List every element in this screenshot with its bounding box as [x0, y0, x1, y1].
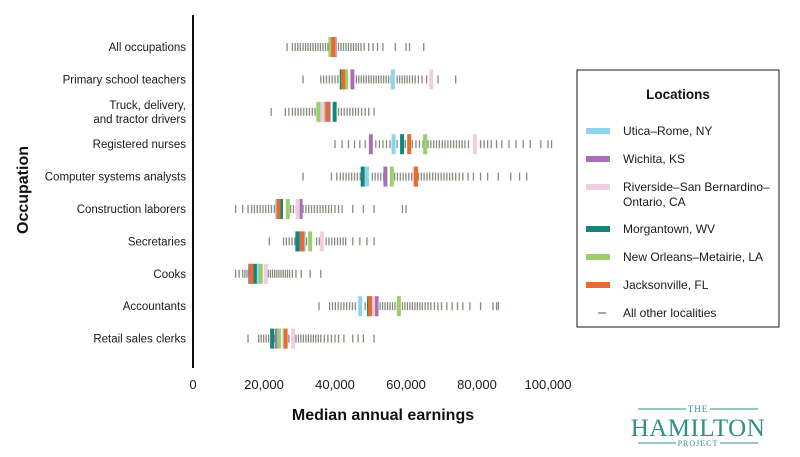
occupation-label: Accountants	[123, 301, 187, 313]
metro-mark	[407, 134, 412, 155]
occupation-label: Primary school teachers	[63, 74, 187, 86]
legend-swatch	[586, 226, 610, 232]
metro-mark	[263, 263, 268, 284]
x-tick-label: 20,000	[244, 377, 284, 392]
metro-mark	[325, 101, 330, 122]
metro-mark	[360, 166, 365, 187]
metro-mark	[249, 263, 254, 284]
legend-label: Utica–Rome, NY	[623, 124, 712, 138]
occupation-label: Cooks	[153, 269, 186, 281]
metro-mark	[276, 328, 281, 349]
legend-label-other: All other localities	[623, 306, 716, 320]
occupation-label: Secretaries	[128, 236, 186, 248]
occupation-label: All occupations	[109, 42, 187, 54]
legend-items: Utica–Rome, NY Wichita, KS Riverside–San B…	[586, 124, 770, 320]
legend-label: Riverside–San Bernardino– Ontario, CA	[623, 180, 770, 209]
metro-mark	[328, 37, 333, 57]
logo-top-text: THE	[688, 404, 709, 414]
metro-mark	[255, 263, 260, 284]
x-tick-label: 60,000	[386, 377, 426, 392]
occupation-labels: All occupations Primary school teachers Tr…	[45, 42, 186, 346]
metro-mark	[258, 263, 263, 284]
metro-mark	[396, 296, 401, 317]
metro-mark	[270, 328, 275, 349]
occupation-label: Retail sales clerks	[93, 334, 186, 346]
occupation-label: Construction laborers	[77, 204, 187, 216]
occupation-label: Truck, delivery, and tractor drivers	[93, 100, 186, 126]
legend-box	[576, 69, 780, 328]
occupation-label: Computer systems analysts	[45, 172, 186, 184]
legend-label: Jacksonville, FL	[623, 278, 709, 292]
legend-label: Morgantown, WV	[623, 222, 715, 236]
metro-mark	[283, 328, 288, 349]
logo-bottom-text: PROJECT	[678, 439, 719, 448]
metro-mark	[400, 134, 405, 155]
metro-mark	[298, 199, 303, 219]
metro-mark	[274, 328, 279, 349]
metro-mark	[472, 134, 477, 155]
y-axis-title: Occupation	[15, 146, 32, 234]
legend-swatch	[586, 156, 610, 162]
metro-mark	[413, 166, 418, 187]
metro-mark	[276, 199, 281, 219]
legend: Locations Utica–Rome, NY Wichita, KS River…	[576, 69, 780, 328]
metro-mark	[364, 166, 369, 187]
metro-mark	[344, 69, 349, 90]
metro-mark	[341, 69, 346, 90]
x-tick-label: 0	[189, 377, 196, 392]
metro-mark	[285, 199, 290, 219]
legend-title: Locations	[646, 87, 710, 102]
legend-label: Wichita, KS	[623, 152, 685, 166]
metro-mark	[390, 69, 395, 90]
occupation-label: Registered nurses	[93, 139, 187, 151]
metro-mark	[331, 37, 336, 57]
metro-mark	[429, 69, 434, 90]
metro-mark	[295, 231, 300, 252]
metro-mark	[319, 101, 324, 122]
metro-mark	[316, 101, 321, 122]
x-tick-label: 80,000	[457, 377, 497, 392]
legend-swatch	[586, 184, 610, 190]
x-tick-label: 40,000	[315, 377, 355, 392]
metro-mark	[319, 231, 324, 252]
x-axis: 0 20,000 40,000 60,000 80,000 100,000	[189, 15, 572, 392]
metro-mark	[350, 69, 355, 90]
metro-mark	[374, 296, 379, 317]
metro-mark	[252, 263, 257, 284]
metro-mark	[383, 166, 388, 187]
metro-mark	[423, 134, 428, 155]
legend-swatch	[586, 254, 610, 260]
logo-main-text: HAMILTON	[631, 415, 766, 442]
x-axis-title: Median annual earnings	[292, 407, 474, 424]
plot-area	[234, 37, 553, 349]
metro-mark	[291, 328, 296, 349]
legend-label: New Orleans–Metairie, LA	[623, 250, 763, 264]
legend-swatch	[586, 128, 610, 134]
legend-swatch	[586, 282, 610, 288]
metro-mark	[368, 296, 373, 317]
metro-mark	[358, 296, 363, 317]
hamilton-project-logo: THE HAMILTON PROJECT	[631, 404, 766, 448]
metro-mark	[389, 166, 394, 187]
metro-mark	[370, 296, 375, 317]
metro-mark	[295, 199, 300, 219]
x-tick-label: 100,000	[525, 377, 572, 392]
metro-mark	[368, 134, 373, 155]
metro-mark	[332, 101, 337, 122]
metro-mark	[300, 231, 305, 252]
metro-mark	[308, 231, 313, 252]
metro-mark	[279, 199, 284, 219]
metro-mark	[391, 134, 396, 155]
